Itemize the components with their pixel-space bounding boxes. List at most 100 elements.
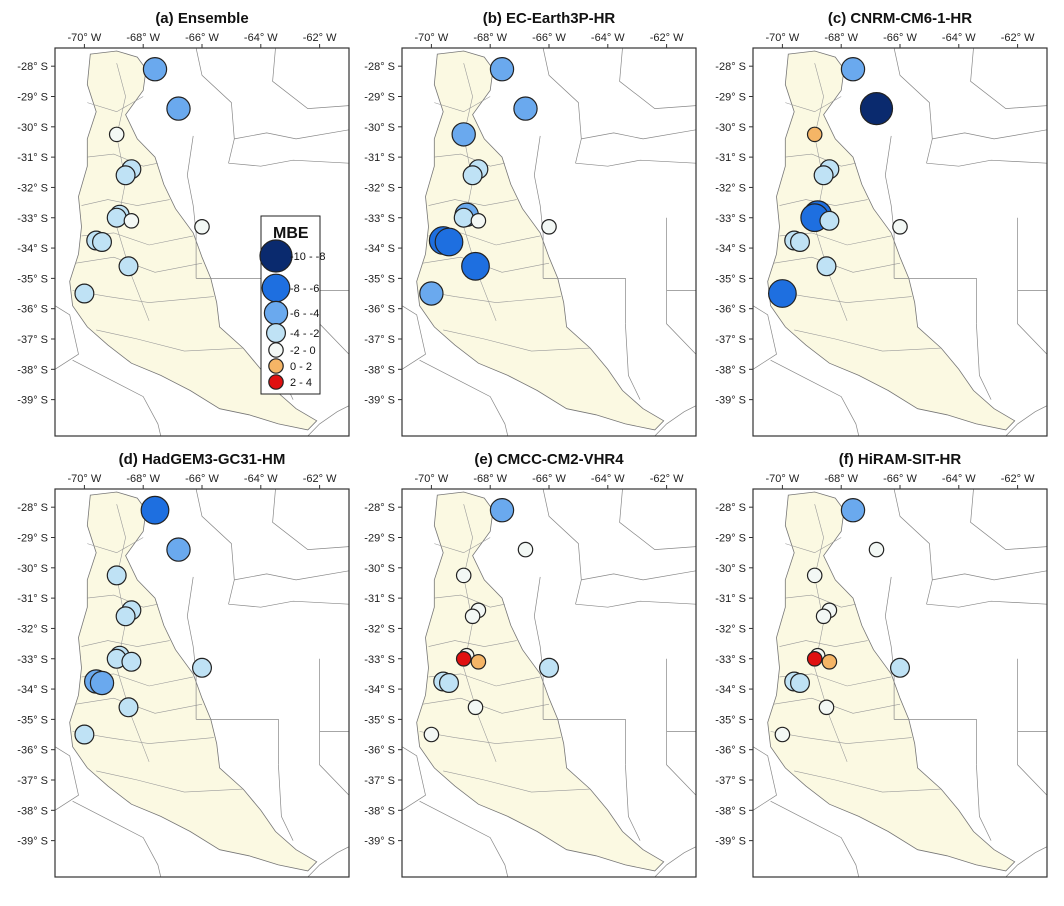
lon-tick-label: -62° W bbox=[303, 473, 337, 485]
boundary-line bbox=[1017, 217, 1047, 355]
station-marker bbox=[768, 279, 797, 308]
sub-basin-line bbox=[794, 329, 942, 352]
station-marker bbox=[489, 56, 515, 82]
legend-label: -4 - -2 bbox=[290, 328, 319, 340]
lat-tick-label: -38° S bbox=[715, 364, 746, 376]
sub-basin-line bbox=[794, 770, 942, 793]
boundary-line bbox=[402, 746, 426, 811]
map-panel: (b) EC-Earth3P-HR -70° W -68° W -66° W -64° … bbox=[364, 10, 697, 437]
station-marker bbox=[115, 606, 136, 627]
lat-tick-label: -34° S bbox=[364, 243, 395, 255]
station-marker bbox=[859, 91, 894, 126]
lon-tick-label: -70° W bbox=[415, 32, 449, 44]
boundary-line bbox=[402, 305, 426, 370]
lat-tick-label: -34° S bbox=[17, 684, 48, 696]
lon-tick-label: -70° W bbox=[68, 32, 102, 44]
station-marker bbox=[816, 256, 837, 277]
station-marker bbox=[821, 653, 838, 670]
boundary-line bbox=[272, 489, 349, 550]
lat-tick-label: -32° S bbox=[17, 623, 48, 635]
lat-tick-label: -28° S bbox=[715, 502, 746, 514]
lat-tick-label: -34° S bbox=[715, 684, 746, 696]
lat-tick-label: -33° S bbox=[17, 654, 48, 666]
lon-tick-label: -66° W bbox=[883, 473, 917, 485]
lat-tick-label: -30° S bbox=[715, 122, 746, 134]
station-marker bbox=[818, 699, 835, 716]
station-marker bbox=[118, 697, 139, 718]
lat-tick-label: -38° S bbox=[17, 364, 48, 376]
map-panel: (c) CNRM-CM6-1-HR -70° W -68° W -66° W -64° … bbox=[715, 10, 1048, 437]
map-content bbox=[55, 48, 349, 436]
station-marker bbox=[813, 165, 834, 186]
panel-title: (c) CNRM-CM6-1-HR bbox=[828, 10, 972, 27]
lat-tick-label: -38° S bbox=[17, 805, 48, 817]
lat-tick-label: -36° S bbox=[17, 745, 48, 757]
boundary-line bbox=[272, 48, 349, 109]
boundary-line bbox=[228, 600, 349, 608]
sub-basin-line bbox=[428, 199, 517, 206]
boundary-line bbox=[319, 217, 349, 355]
legend-label: -10 - -8 bbox=[290, 251, 325, 263]
legend-swatch bbox=[268, 358, 284, 374]
station-marker bbox=[419, 281, 444, 306]
boundary-line bbox=[666, 658, 696, 796]
boundary-line bbox=[195, 489, 235, 605]
boundary-line bbox=[884, 576, 895, 720]
basin-area bbox=[767, 491, 1016, 872]
map-content bbox=[402, 489, 696, 877]
lat-tick-label: -39° S bbox=[715, 395, 746, 407]
boundary-line bbox=[228, 159, 349, 167]
panel-title: (a) Ensemble bbox=[155, 10, 248, 27]
boundary-line bbox=[654, 405, 696, 436]
lat-tick-label: -29° S bbox=[17, 533, 48, 545]
boundary-line bbox=[533, 576, 544, 720]
station-marker bbox=[774, 726, 791, 743]
lon-tick-label: -68° W bbox=[473, 32, 507, 44]
lat-tick-label: -39° S bbox=[715, 836, 746, 848]
station-marker bbox=[789, 672, 810, 693]
lat-tick-label: -30° S bbox=[364, 563, 395, 575]
lon-tick-label: -62° W bbox=[1001, 32, 1035, 44]
station-marker bbox=[464, 608, 481, 625]
lat-tick-label: -30° S bbox=[17, 122, 48, 134]
lat-tick-label: -31° S bbox=[715, 152, 746, 164]
lat-tick-label: -28° S bbox=[17, 61, 48, 73]
lon-tick-label: -66° W bbox=[532, 473, 566, 485]
lat-tick-label: -35° S bbox=[364, 273, 395, 285]
legend-label: -8 - -6 bbox=[290, 283, 319, 295]
boundary-line bbox=[976, 323, 992, 400]
sub-basin-line bbox=[443, 770, 591, 793]
lat-tick-label: -30° S bbox=[17, 563, 48, 575]
station-marker bbox=[461, 251, 490, 281]
station-marker bbox=[806, 126, 823, 143]
lat-tick-label: -29° S bbox=[715, 533, 746, 545]
sub-basin-line bbox=[96, 770, 244, 793]
station-marker bbox=[489, 498, 515, 523]
lat-tick-label: -28° S bbox=[364, 502, 395, 514]
lat-tick-label: -31° S bbox=[364, 152, 395, 164]
legend-title: MBE bbox=[273, 225, 309, 242]
lon-tick-label: -68° W bbox=[824, 32, 858, 44]
legend-swatch bbox=[263, 300, 289, 326]
boundary-line bbox=[419, 359, 509, 436]
lat-tick-label: -28° S bbox=[715, 61, 746, 73]
lat-tick-label: -35° S bbox=[17, 714, 48, 726]
lat-tick-label: -28° S bbox=[17, 502, 48, 514]
legend-swatch bbox=[266, 323, 287, 344]
boundary-line bbox=[234, 570, 349, 581]
sub-basin-line bbox=[81, 199, 170, 206]
lon-tick-label: -68° W bbox=[126, 473, 160, 485]
map-content bbox=[402, 48, 696, 436]
station-marker bbox=[91, 232, 112, 253]
station-marker bbox=[166, 96, 191, 121]
sub-basin-line bbox=[87, 96, 144, 113]
panel-title: (f) HiRAM-SIT-HR bbox=[839, 451, 962, 468]
lat-tick-label: -37° S bbox=[17, 334, 48, 346]
boundary-line bbox=[770, 800, 860, 877]
map-panel: (e) CMCC-CM2-VHR4 -70° W -68° W -66° W -64° … bbox=[364, 451, 697, 878]
boundary-line bbox=[72, 359, 162, 436]
station-marker bbox=[118, 256, 139, 277]
basin-area bbox=[416, 491, 665, 872]
lat-tick-label: -39° S bbox=[17, 836, 48, 848]
lat-tick-label: -29° S bbox=[17, 92, 48, 104]
